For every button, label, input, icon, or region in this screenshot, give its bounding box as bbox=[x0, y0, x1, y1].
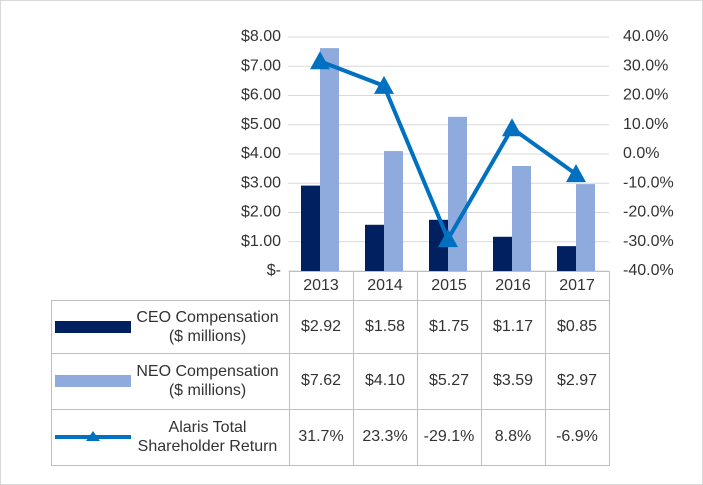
table-header-row: 2013 2014 2015 2016 2017 bbox=[52, 271, 610, 301]
table-row: Alaris Total Shareholder Return 31.7% 23.3… bbox=[51, 408, 610, 466]
table-row: CEO Compensation ($ millions) $2.92 $1.58 $… bbox=[51, 299, 610, 354]
bar bbox=[576, 184, 595, 271]
legend-cell: Alaris Total Shareholder Return bbox=[51, 408, 290, 466]
line-marker bbox=[310, 51, 330, 70]
table-value: 23.3% bbox=[352, 408, 418, 466]
y2-tick-label: 30.0% bbox=[623, 57, 668, 74]
y2-tick-label: 40.0% bbox=[623, 28, 668, 45]
table-value: $5.27 bbox=[416, 352, 482, 410]
bar bbox=[512, 165, 531, 271]
y-tick-label: $2.00 bbox=[241, 204, 281, 221]
y-tick-label: $7.00 bbox=[241, 57, 281, 74]
y2-tick-label: -30.0% bbox=[623, 233, 674, 250]
y2-tick-label: 0.0% bbox=[623, 145, 659, 162]
y-tick-label: $3.00 bbox=[241, 174, 281, 191]
legend-label: CEO Compensation ($ millions) bbox=[136, 308, 279, 345]
bar bbox=[365, 224, 384, 271]
x-tick-label: 2017 bbox=[544, 271, 610, 301]
y2-tick-label: 20.0% bbox=[623, 87, 668, 104]
table-corner bbox=[52, 272, 290, 301]
y-tick-label: $5.00 bbox=[241, 116, 281, 133]
y2-tick-label: -40.0% bbox=[623, 262, 674, 279]
y-tick-label: $- bbox=[267, 262, 281, 279]
bar bbox=[448, 116, 467, 271]
data-table: 2013 2014 2015 2016 2017 CEO Compensation ($ … bbox=[51, 271, 610, 466]
table-value: $2.97 bbox=[544, 352, 610, 410]
x-tick-label: 2015 bbox=[416, 271, 482, 301]
table-value: -29.1% bbox=[416, 408, 482, 466]
x-tick-label: 2016 bbox=[480, 271, 546, 301]
line-marker bbox=[566, 164, 586, 183]
bar bbox=[493, 236, 512, 271]
table-row: NEO Compensation ($ millions) $7.62 $4.10 $… bbox=[51, 352, 610, 410]
x-tick-label: 2013 bbox=[288, 271, 354, 301]
line-marker bbox=[374, 75, 394, 94]
legend-marker bbox=[85, 431, 100, 441]
y-tick-label: $1.00 bbox=[241, 233, 281, 250]
table-value: $3.59 bbox=[480, 352, 546, 410]
table-value: 8.8% bbox=[480, 408, 546, 466]
table-value: $1.17 bbox=[480, 299, 546, 354]
legend-label: Alaris Total Shareholder Return bbox=[137, 419, 278, 455]
legend-label: NEO Compensation ($ millions) bbox=[136, 363, 279, 399]
line-marker bbox=[438, 229, 458, 248]
y-tick-label: $4.00 bbox=[241, 145, 281, 162]
y2-tick-label: -10.0% bbox=[623, 174, 674, 191]
legend-swatch bbox=[54, 375, 131, 387]
legend-swatch bbox=[54, 320, 131, 333]
y2-tick-label: 10.0% bbox=[623, 116, 668, 133]
legend-cell: CEO Compensation ($ millions) bbox=[51, 299, 290, 354]
table-value: $4.10 bbox=[352, 352, 418, 410]
table-value: $1.58 bbox=[352, 299, 418, 354]
bar bbox=[301, 185, 320, 271]
table-value: $2.92 bbox=[288, 299, 354, 354]
line-marker bbox=[502, 118, 522, 137]
y2-tick-label: -20.0% bbox=[623, 204, 674, 221]
table-value: $7.62 bbox=[288, 352, 354, 410]
table-value: $0.85 bbox=[544, 299, 610, 354]
table-value: $1.75 bbox=[416, 299, 482, 354]
legend-cell: NEO Compensation ($ millions) bbox=[51, 352, 290, 410]
y-tick-label: $6.00 bbox=[241, 87, 281, 104]
legend-key bbox=[54, 320, 131, 333]
bar bbox=[557, 246, 576, 271]
table-value: 31.7% bbox=[288, 408, 354, 466]
legend-key bbox=[54, 431, 131, 441]
table-value: -6.9% bbox=[544, 408, 610, 466]
bar bbox=[384, 151, 403, 271]
x-tick-label: 2014 bbox=[352, 271, 418, 301]
y-tick-label: $8.00 bbox=[241, 28, 281, 45]
legend-key bbox=[54, 375, 131, 387]
bar bbox=[320, 48, 339, 271]
